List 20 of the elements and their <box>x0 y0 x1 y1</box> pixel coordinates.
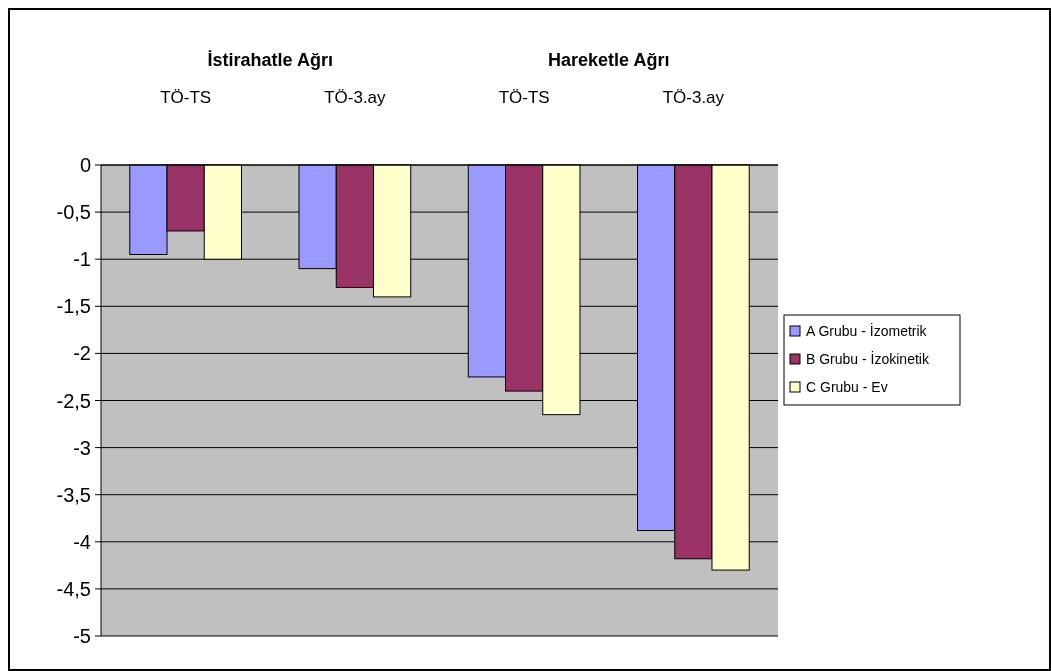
y-tick-label: -1,5 <box>56 295 91 318</box>
text: İstirahatle Ağrı <box>207 50 333 70</box>
y-tick-label: -4,5 <box>56 577 91 600</box>
y-tick-label: -0,5 <box>56 201 91 224</box>
y-tick-label: -2 <box>73 342 91 365</box>
legend-label: A Grubu - İzometrik <box>806 321 928 339</box>
y-tick-label: -2,5 <box>56 389 91 412</box>
y-tick-label: -1 <box>73 248 91 271</box>
x-tick-label: TÖ-TS <box>160 88 212 107</box>
x-tick-label: TÖ-3.ay <box>324 88 387 107</box>
y-tick-label: -5 <box>73 625 91 647</box>
legend-label: B Grubu - İzokinetik <box>806 349 930 367</box>
legend-label: C Grubu - Ev <box>806 378 888 395</box>
text: Hareketle Ağrı <box>548 50 670 70</box>
y-tick-label: 0 <box>79 154 91 176</box>
x-tick-label: TÖ-3.ay <box>662 88 725 107</box>
y-tick-label: -4 <box>73 530 91 553</box>
x-tick-label: TÖ-TS <box>498 88 550 107</box>
y-tick-label: -3 <box>73 436 91 459</box>
y-tick-label: -3,5 <box>56 483 91 506</box>
